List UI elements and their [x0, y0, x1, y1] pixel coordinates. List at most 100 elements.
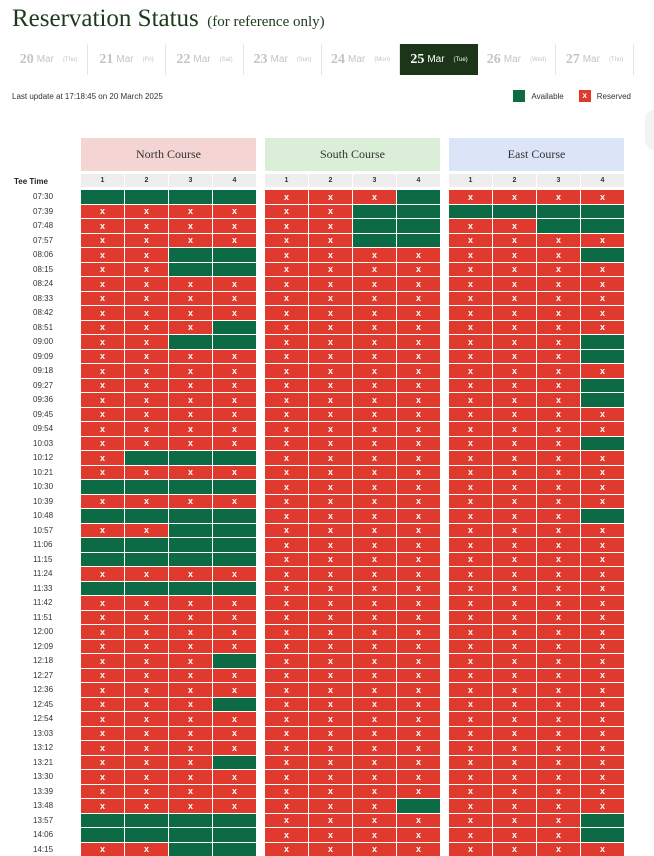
available-slot[interactable]	[537, 219, 580, 233]
available-slot[interactable]	[213, 654, 256, 668]
reserved-mark: x	[144, 496, 149, 506]
available-slot[interactable]	[169, 553, 212, 567]
available-slot[interactable]	[213, 814, 256, 828]
available-slot[interactable]	[169, 582, 212, 596]
available-slot[interactable]	[449, 205, 492, 219]
available-slot[interactable]	[125, 582, 168, 596]
available-slot[interactable]	[213, 451, 256, 465]
available-slot[interactable]	[169, 828, 212, 842]
date-tab-weekday: (Thu)	[609, 57, 623, 63]
available-slot[interactable]	[353, 234, 396, 248]
available-slot[interactable]	[397, 190, 440, 204]
available-slot[interactable]	[169, 509, 212, 523]
available-slot[interactable]	[581, 219, 624, 233]
available-slot[interactable]	[213, 524, 256, 538]
available-slot[interactable]	[493, 205, 536, 219]
reserved-slot: x	[81, 799, 124, 813]
available-slot[interactable]	[213, 263, 256, 277]
available-slot[interactable]	[169, 248, 212, 262]
available-slot[interactable]	[125, 190, 168, 204]
available-slot[interactable]	[81, 814, 124, 828]
reserved-slot: x	[125, 727, 168, 741]
available-slot[interactable]	[353, 219, 396, 233]
available-slot[interactable]	[581, 379, 624, 393]
available-slot[interactable]	[353, 205, 396, 219]
reserved-slot: x	[449, 248, 492, 262]
available-slot[interactable]	[581, 248, 624, 262]
available-slot[interactable]	[125, 814, 168, 828]
reserved-slot: x	[449, 263, 492, 277]
reserved-slot: x	[169, 408, 212, 422]
available-slot[interactable]	[213, 321, 256, 335]
available-slot[interactable]	[125, 451, 168, 465]
reserved-slot: x	[125, 306, 168, 320]
available-slot[interactable]	[397, 799, 440, 813]
available-slot[interactable]	[169, 451, 212, 465]
reserved-slot: x	[449, 567, 492, 581]
available-slot[interactable]	[581, 828, 624, 842]
available-slot[interactable]	[213, 828, 256, 842]
available-slot[interactable]	[397, 234, 440, 248]
available-slot[interactable]	[81, 582, 124, 596]
available-slot[interactable]	[581, 509, 624, 523]
available-slot[interactable]	[125, 509, 168, 523]
available-slot[interactable]	[213, 538, 256, 552]
available-slot[interactable]	[581, 205, 624, 219]
available-slot[interactable]	[125, 828, 168, 842]
available-slot[interactable]	[213, 843, 256, 856]
available-slot[interactable]	[81, 480, 124, 494]
available-slot[interactable]	[81, 828, 124, 842]
available-slot[interactable]	[125, 480, 168, 494]
available-slot[interactable]	[169, 480, 212, 494]
reserved-slot: x	[309, 770, 352, 784]
available-slot[interactable]	[125, 553, 168, 567]
reserved-slot: x	[309, 393, 352, 407]
available-slot[interactable]	[169, 190, 212, 204]
available-slot[interactable]	[81, 190, 124, 204]
available-slot[interactable]	[581, 335, 624, 349]
available-slot[interactable]	[213, 756, 256, 770]
available-slot[interactable]	[213, 698, 256, 712]
available-slot[interactable]	[169, 335, 212, 349]
reserved-mark: x	[600, 467, 605, 477]
available-slot[interactable]	[213, 248, 256, 262]
available-slot[interactable]	[81, 553, 124, 567]
available-slot[interactable]	[125, 538, 168, 552]
reserved-slot: x	[537, 292, 580, 306]
available-slot[interactable]	[213, 553, 256, 567]
available-slot[interactable]	[581, 350, 624, 364]
available-slot[interactable]	[169, 524, 212, 538]
available-slot[interactable]	[213, 480, 256, 494]
available-slot[interactable]	[397, 219, 440, 233]
available-slot[interactable]	[169, 263, 212, 277]
available-slot[interactable]	[169, 814, 212, 828]
available-slot[interactable]	[581, 393, 624, 407]
available-slot[interactable]	[213, 509, 256, 523]
reserved-slot: x	[449, 190, 492, 204]
reserved-mark: x	[372, 453, 377, 463]
available-slot[interactable]	[397, 205, 440, 219]
scroll-handle[interactable]	[645, 110, 654, 150]
available-slot[interactable]	[81, 509, 124, 523]
available-slot[interactable]	[169, 538, 212, 552]
available-slot[interactable]	[213, 582, 256, 596]
available-slot[interactable]	[169, 843, 212, 856]
available-slot[interactable]	[537, 205, 580, 219]
available-slot[interactable]	[213, 190, 256, 204]
available-slot[interactable]	[581, 437, 624, 451]
available-slot[interactable]	[213, 335, 256, 349]
reserved-slot: x	[169, 785, 212, 799]
available-slot[interactable]	[581, 814, 624, 828]
reserved-slot: x	[125, 350, 168, 364]
reserved-slot: x	[125, 219, 168, 233]
available-slot[interactable]	[81, 538, 124, 552]
reserved-mark: x	[372, 467, 377, 477]
